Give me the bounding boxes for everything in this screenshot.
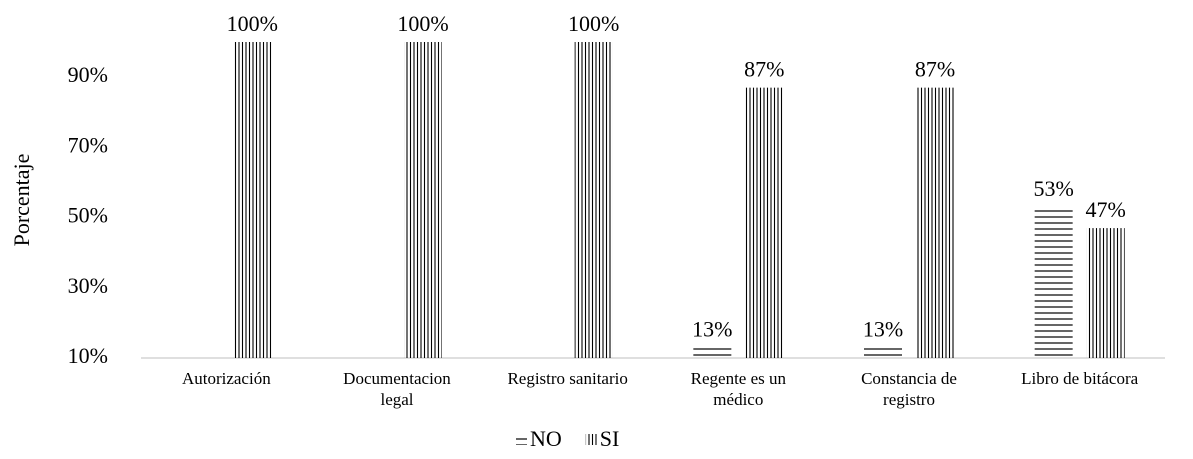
legend-label: NO [530,426,562,451]
bar [574,42,613,358]
y-tick-label: 50% [68,203,108,228]
value-label: 100% [397,11,448,36]
bar [181,356,220,358]
bar [1034,207,1073,358]
y-tick-label: 70% [68,132,108,157]
value-label: 100% [227,11,278,36]
value-label: 87% [744,57,784,82]
y-axis-title: Porcentaje [9,154,34,247]
bar [404,42,442,358]
bar [352,356,390,358]
x-tick-label: Documentacion legal [343,369,451,409]
x-tick-label: Regente es un médico [690,369,786,409]
bar [916,87,954,359]
bar [522,356,561,358]
legend-label: SI [600,426,620,451]
value-label: 13% [863,317,903,342]
y-tick-label: 30% [68,273,108,298]
bar [864,347,902,358]
x-tick-label: Libro de bitácora [1021,369,1139,388]
value-label: 13% [692,317,732,342]
bar [693,347,732,358]
x-tick-label: Autorización [181,369,271,388]
x-tick-label: Registro sanitario [507,369,628,388]
y-tick-label: 90% [68,62,108,87]
x-tick-label: Constancia de registro [861,369,957,409]
value-label: 47% [1086,197,1126,222]
bar [745,87,784,359]
legend-swatch [585,434,597,445]
value-label: 100% [568,11,619,36]
value-label: 53% [1034,176,1074,201]
bar [1086,228,1125,358]
value-label: 87% [915,57,955,82]
bar [233,42,272,358]
y-tick-label: 10% [68,343,108,368]
legend-swatch [516,434,527,445]
